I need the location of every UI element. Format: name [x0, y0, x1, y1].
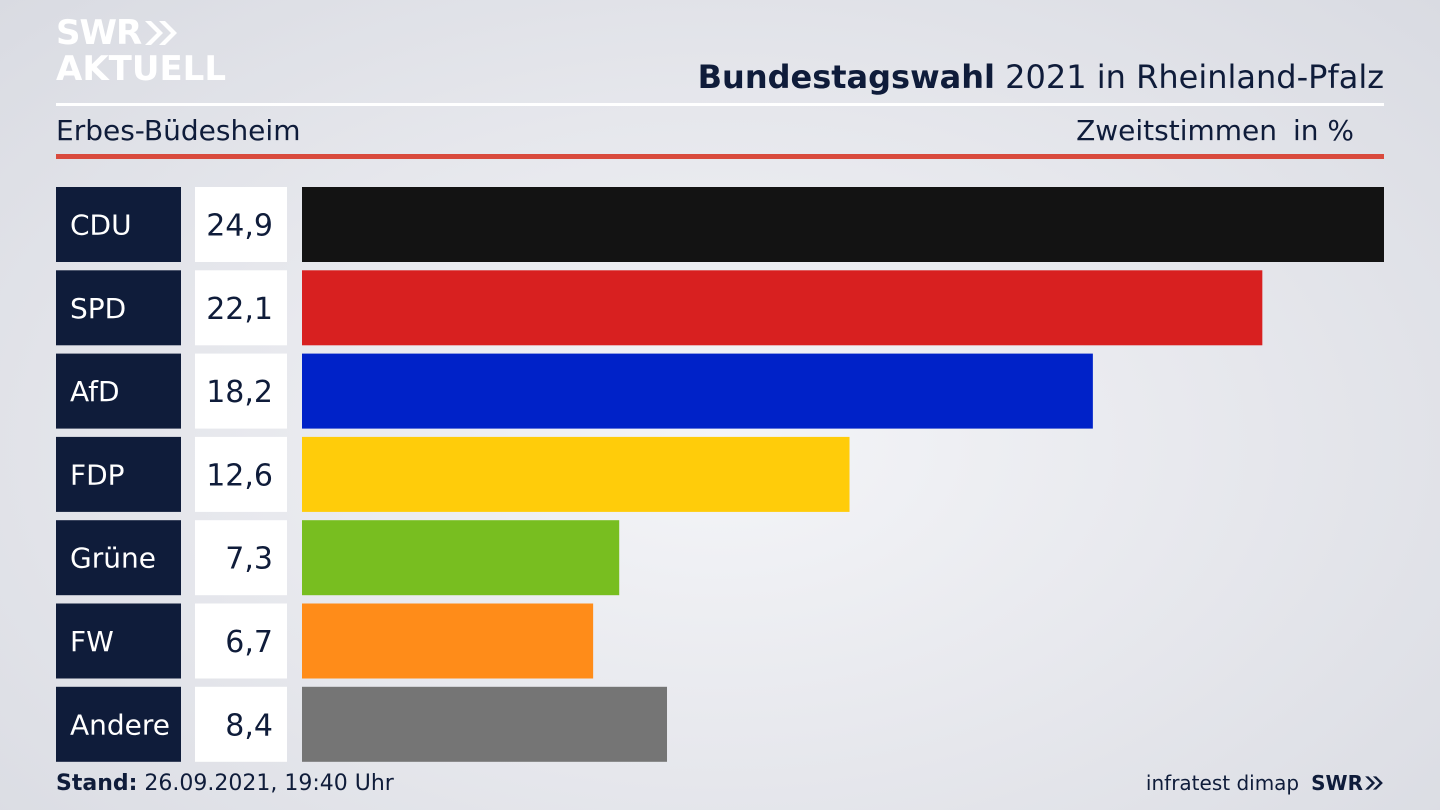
header-divider — [56, 103, 1384, 106]
party-label-spd: SPD — [70, 292, 126, 325]
source-label: infratest dimap — [1145, 771, 1300, 795]
swr-aktuell-logo: SWR AKTUELL — [56, 16, 226, 86]
title-bold: Bundestagswahl — [697, 58, 995, 96]
measure-label: Zweitstimmen — [1076, 114, 1277, 147]
bar-andere — [302, 686, 668, 762]
value-label-andere: 8,4 — [225, 708, 273, 743]
unit-label: in % — [1292, 114, 1354, 147]
stand-label: Stand: — [56, 771, 138, 796]
value-box-spd — [195, 270, 287, 346]
party-label-box-cdu — [56, 187, 181, 262]
logo-swr-text: SWR — [56, 13, 142, 53]
logo-aktuell-text: AKTUELL — [56, 49, 227, 89]
value-box-cdu — [195, 187, 287, 262]
accent-divider — [56, 154, 1384, 159]
value-label-afd: 18,2 — [206, 375, 273, 410]
value-box-afd — [195, 353, 287, 429]
footer-chevrons-icon — [1365, 776, 1383, 790]
party-label-box-andere — [56, 686, 181, 762]
value-box-fw — [195, 603, 287, 679]
party-label-afd: AfD — [70, 375, 120, 408]
party-label-andere: Andere — [70, 708, 170, 741]
bar-gr-ne — [302, 520, 620, 596]
party-label-box-fw — [56, 603, 181, 679]
party-label-fw: FW — [70, 625, 114, 658]
value-box-fdp — [195, 436, 287, 512]
value-box-andere — [195, 686, 287, 762]
party-label-cdu: CDU — [70, 209, 132, 242]
party-label-box-fdp — [56, 436, 181, 512]
title-rest: 2021 in Rheinland-Pfalz — [995, 58, 1384, 96]
party-label-box-gr-ne — [56, 520, 181, 596]
footer-swr-logo: SWR — [1311, 771, 1384, 795]
value-label-cdu: 24,9 — [206, 209, 273, 244]
party-label-fdp: FDP — [70, 458, 125, 491]
party-label-box-afd — [56, 353, 181, 429]
footer-credits: infratest dimap SWR — [1146, 771, 1384, 795]
region-label: Erbes-Büdesheim — [56, 114, 301, 147]
value-label-gr-ne: 7,3 — [225, 542, 273, 577]
bar-fw — [302, 603, 594, 679]
footer-swr-text: SWR — [1311, 771, 1363, 795]
bar-fdp — [302, 436, 850, 512]
value-label-fw: 6,7 — [225, 625, 273, 660]
value-label-fdp: 12,6 — [206, 458, 273, 493]
page-title: Bundestagswahl 2021 in Rheinland-Pfalz — [698, 58, 1384, 96]
chevrons-icon — [145, 21, 178, 45]
bar-cdu — [302, 187, 1384, 262]
party-label-box-spd — [56, 270, 181, 346]
stand-value: 26.09.2021, 19:40 Uhr — [137, 771, 394, 796]
value-label-spd: 22,1 — [206, 292, 273, 327]
timestamp: Stand: 26.09.2021, 19:40 Uhr — [56, 771, 394, 796]
bar-spd — [302, 270, 1263, 346]
value-box-gr-ne — [195, 520, 287, 596]
bar-afd — [302, 353, 1093, 429]
party-label-gr-ne: Grüne — [70, 542, 156, 575]
